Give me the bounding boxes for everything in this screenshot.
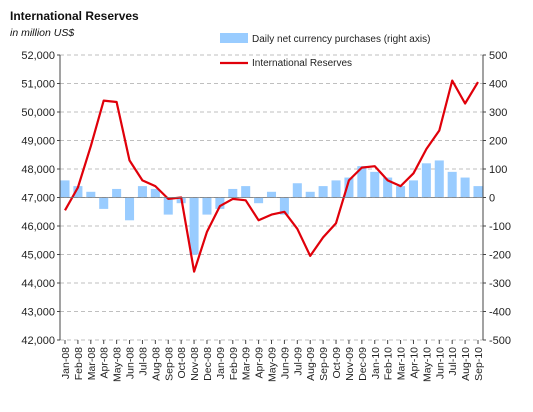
x-tick-label: Sep-09 [318,347,330,381]
x-tick-label: Nov-09 [344,347,356,381]
legend: Daily net currency purchases (right axis… [220,33,430,69]
reserves-line-group [64,79,479,273]
purchase-bar [318,186,328,198]
purchase-bar [434,160,444,198]
purchase-bar [421,163,431,198]
left-tick-label: 42,000 [21,335,55,347]
purchase-bar [305,191,315,198]
x-tick-label: Apr-09 [254,347,266,379]
x-tick-label: Aug-09 [305,347,317,381]
x-tick-label: Nov-08 [189,347,201,381]
chart-title: International Reserves [10,9,139,23]
purchase-bar [331,180,341,198]
x-tick-label: May-09 [267,347,279,382]
x-tick-label: Apr-10 [408,347,420,379]
x-tick-label: Mar-08 [86,347,98,380]
purchase-bar [279,197,289,215]
x-tick-label: Jan-08 [60,347,72,379]
purchase-bar [99,197,109,209]
x-tick-label: May-08 [112,347,124,382]
x-tick-label: Aug-10 [460,347,472,381]
x-tick-label: Jul-10 [447,347,459,376]
legend-label: Daily net currency purchases (right axis… [252,34,430,45]
right-tick-label: -100 [489,221,511,233]
purchase-bar [408,180,418,198]
x-tick-label: Jan-10 [370,347,382,379]
left-tick-label: 45,000 [21,250,55,262]
purchase-bar [202,197,212,215]
purchase-bar [189,197,199,255]
legend-label: International Reserves [252,58,352,69]
x-tick-label: Aug-08 [150,347,162,381]
x-tick-label: Feb-10 [383,347,395,380]
left-tick-label: 44,000 [21,278,55,290]
x-tick-label: Mar-10 [396,347,408,380]
purchase-bar [383,177,393,198]
right-tick-label: -300 [489,278,511,290]
left-tick-label: 43,000 [21,307,55,319]
purchase-bar [228,188,238,198]
x-tick-label: Apr-08 [99,347,111,379]
x-tick-label: Feb-08 [73,347,85,380]
purchase-bar [447,171,457,198]
right-tick-label: -500 [489,335,511,347]
x-tick-label: Jun-10 [434,347,446,379]
x-tick-label: Jul-08 [137,347,149,376]
reserves-line [64,79,479,273]
x-tick-label: Dec-09 [357,347,369,381]
x-tick-label: Jun-09 [279,347,291,379]
purchase-bar [396,186,406,198]
left-tick-label: 48,000 [21,164,55,176]
axes: 42,000 43,000 44,000 45,000 46,000 47,000 48,0… [21,50,511,382]
legend-bar-swatch [220,33,248,43]
purchase-bar [150,188,160,198]
left-tick-label: 47,000 [21,193,55,205]
right-tick-label: 200 [489,136,507,148]
x-tick-label: Mar-09 [241,347,253,380]
x-tick-label: Feb-09 [228,347,240,380]
right-tick-label: 0 [489,193,495,205]
x-tick-label: Dec-08 [202,347,214,381]
x-tick-label: Oct-08 [176,347,188,379]
purchase-bar [344,177,354,198]
x-tick-label: Jul-09 [292,347,304,376]
right-tick-label: -400 [489,307,511,319]
purchase-bar [473,186,483,198]
purchase-bar [357,166,367,198]
right-tick-label: -200 [489,250,511,262]
purchase-bar [370,171,380,198]
purchase-bar [137,186,147,198]
x-tick-label: Jan-09 [215,347,227,379]
purchase-bar [215,197,225,209]
x-tick-label: Jun-08 [125,347,137,379]
purchase-bar [163,197,173,215]
gridlines [60,54,483,341]
right-tick-label: 100 [489,164,507,176]
left-tick-label: 49,000 [21,136,55,148]
x-tick-label: Sep-08 [163,347,175,381]
x-tick-label: May-10 [421,347,433,382]
purchase-bar [73,186,83,198]
x-tick-label: Sep-10 [473,347,485,381]
purchase-bar [266,191,277,198]
right-tick-label: 500 [489,50,507,62]
purchase-bar [86,191,96,198]
left-tick-label: 50,000 [21,107,55,119]
right-tick-label: 400 [489,79,507,91]
purchase-bar [254,197,264,204]
left-tick-label: 46,000 [21,221,55,233]
x-tick-label: Oct-09 [331,347,343,379]
purchase-bar [60,180,70,198]
purchase-bar [241,186,251,198]
right-tick-label: 300 [489,107,507,119]
purchase-bar [112,188,122,198]
purchases-bars [60,160,483,255]
purchase-bar [292,183,302,198]
left-tick-label: 52,000 [21,50,55,62]
purchase-bar [125,197,135,221]
left-tick-label: 51,000 [21,79,55,91]
chart-subtitle: in million US$ [10,27,75,39]
purchase-bar [460,177,470,198]
